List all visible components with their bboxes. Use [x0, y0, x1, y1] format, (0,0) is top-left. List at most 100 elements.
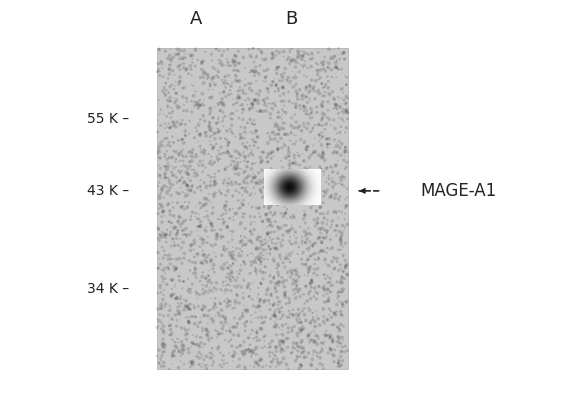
Point [280, 131, 289, 138]
Point [217, 99, 226, 105]
Point [273, 145, 282, 152]
Point [266, 203, 275, 210]
Point [320, 227, 329, 233]
Point [208, 146, 217, 152]
Point [201, 133, 210, 139]
Point [243, 120, 252, 126]
Point [254, 358, 263, 365]
Point [217, 190, 226, 196]
Point [279, 98, 288, 104]
Point [203, 320, 212, 326]
Point [161, 252, 170, 258]
Point [165, 232, 174, 238]
Point [253, 294, 262, 301]
Point [297, 319, 306, 325]
Point [343, 347, 352, 354]
Point [228, 228, 237, 235]
Point [158, 229, 167, 235]
Point [194, 232, 203, 239]
Point [219, 180, 228, 187]
Point [237, 348, 246, 354]
Point [198, 328, 207, 334]
Point [285, 161, 294, 168]
Point [207, 51, 216, 57]
Point [335, 340, 344, 346]
Point [224, 271, 233, 277]
Point [262, 246, 271, 253]
Point [296, 105, 305, 112]
Point [270, 284, 279, 290]
Point [224, 59, 233, 65]
Point [191, 271, 200, 277]
Point [287, 174, 296, 181]
Point [265, 251, 274, 257]
Point [223, 223, 232, 229]
Point [226, 252, 235, 259]
Point [295, 312, 304, 319]
Point [189, 246, 198, 253]
Point [233, 148, 242, 155]
Point [288, 141, 297, 148]
Point [333, 142, 342, 148]
Point [209, 249, 218, 256]
Point [217, 62, 226, 69]
Point [202, 184, 211, 190]
Point [236, 84, 245, 91]
Point [287, 130, 296, 137]
Point [291, 124, 300, 131]
Point [305, 332, 314, 339]
Point [162, 87, 171, 93]
Point [196, 145, 205, 152]
Point [290, 155, 299, 161]
Point [252, 205, 261, 211]
Point [279, 312, 288, 318]
Point [160, 90, 169, 97]
Point [201, 288, 210, 295]
Point [206, 82, 215, 88]
Point [318, 345, 327, 352]
Point [166, 256, 175, 262]
Point [238, 310, 247, 316]
Point [219, 246, 228, 253]
Point [298, 249, 307, 255]
Point [239, 197, 248, 203]
Point [315, 226, 324, 232]
Point [301, 261, 310, 268]
Point [210, 178, 219, 185]
Point [216, 301, 225, 307]
Point [314, 256, 323, 262]
Point [212, 153, 221, 159]
Point [157, 320, 166, 326]
Point [292, 340, 301, 346]
Point [240, 302, 249, 309]
Point [209, 191, 218, 198]
Point [171, 242, 180, 248]
Point [211, 46, 220, 52]
Point [206, 142, 215, 148]
Point [185, 320, 194, 326]
Point [330, 97, 339, 103]
Point [320, 215, 329, 221]
Point [266, 245, 275, 252]
Point [258, 218, 267, 225]
Point [323, 273, 332, 280]
Point [236, 267, 245, 273]
Point [165, 332, 174, 338]
Point [250, 363, 259, 370]
Point [166, 61, 175, 68]
Point [251, 309, 260, 316]
Point [284, 55, 293, 61]
Point [211, 73, 220, 79]
Point [289, 152, 298, 158]
Point [265, 340, 274, 347]
Point [255, 297, 264, 303]
Point [338, 243, 347, 250]
Point [228, 260, 237, 267]
Point [199, 236, 208, 243]
Point [286, 259, 295, 265]
Point [232, 165, 241, 172]
Point [200, 146, 209, 153]
Point [243, 189, 252, 195]
Point [212, 236, 221, 242]
Point [165, 208, 174, 214]
